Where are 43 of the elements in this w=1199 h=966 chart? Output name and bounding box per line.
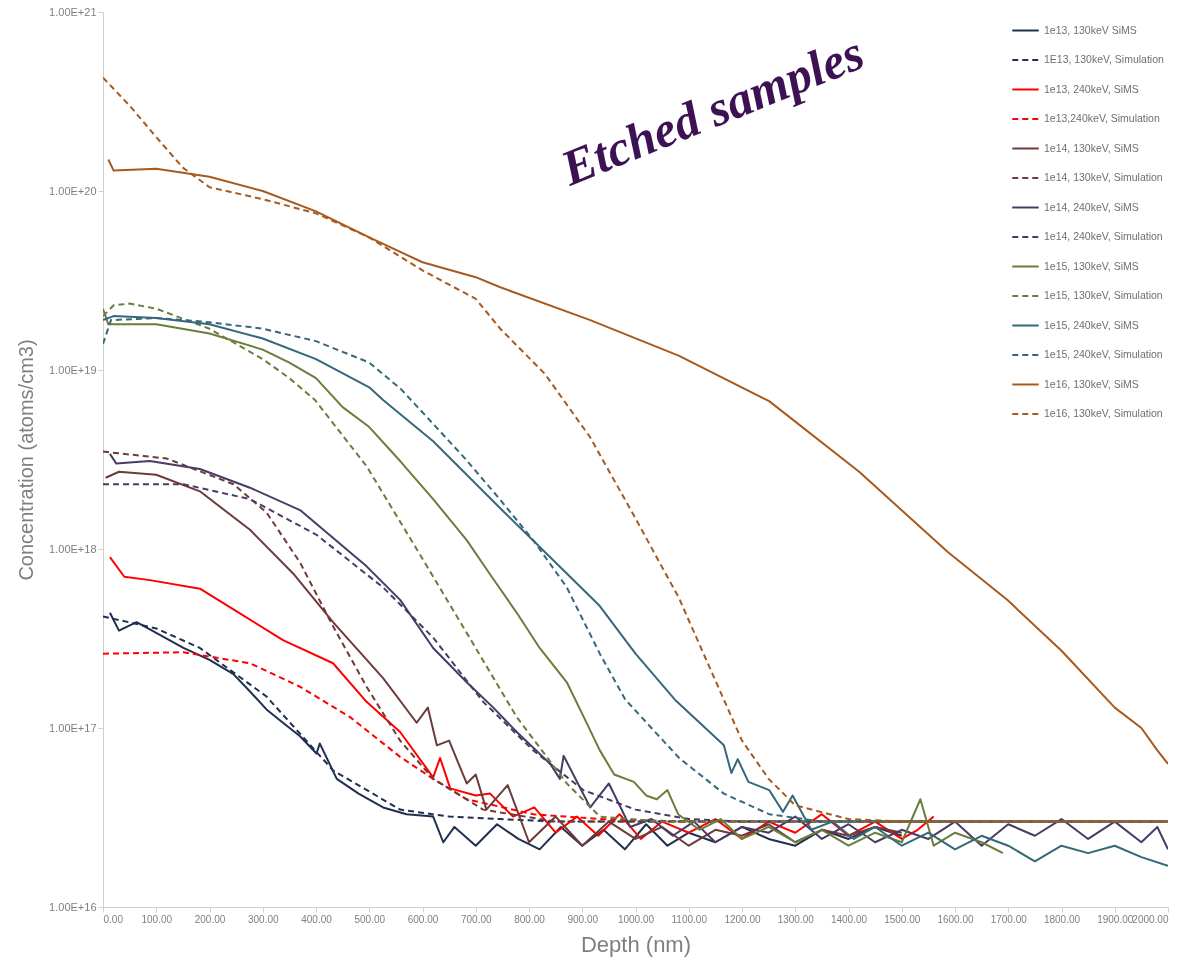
x-tick-label: 500.00 — [354, 913, 386, 925]
y-axis-title: Concentration (atoms/cm3) — [15, 339, 38, 581]
x-tick-label: 1700.00 — [990, 913, 1028, 925]
x-tick-label: 600.00 — [407, 913, 439, 925]
x-tick-label: 800.00 — [514, 913, 546, 925]
x-tick-label: 1800.00 — [1043, 913, 1081, 925]
legend-label: 1e15, 130keV, Simulation — [1044, 289, 1163, 301]
x-tick-label: 700.00 — [460, 913, 492, 925]
y-tick-label: 1.00E+20 — [49, 184, 97, 197]
y-tick-label: 1.00E+21 — [49, 5, 97, 18]
x-tick-label: 1600.00 — [937, 913, 975, 925]
legend-label: 1e14, 130keV, SiMS — [1044, 141, 1139, 154]
x-tick-label: 1500.00 — [884, 913, 921, 925]
x-tick-label: 1100.00 — [671, 913, 708, 925]
legend-label: 1e15, 240keV, SiMS — [1044, 318, 1139, 331]
y-tick-label: 1.00E+19 — [49, 363, 97, 376]
y-tick-label: 1.00E+17 — [49, 721, 97, 734]
legend-label: 1e16, 130keV, Simulation — [1044, 407, 1163, 419]
y-tick-label: 1.00E+18 — [49, 542, 97, 555]
legend-label: 1e14, 130keV, Simulation — [1044, 171, 1163, 183]
legend-label: 1e15, 130keV, SiMS — [1044, 259, 1139, 272]
y-tick-label: 1.00E+16 — [49, 900, 97, 913]
x-tick-label: 1300.00 — [777, 913, 815, 925]
legend-label: 1e13, 130keV SiMS — [1044, 23, 1137, 36]
x-tick-label: 200.00 — [194, 913, 226, 925]
x-tick-label: 0.00 — [103, 913, 124, 925]
x-tick-label: 1400.00 — [830, 913, 868, 925]
legend-label: 1e13,240keV, Simulation — [1044, 112, 1160, 124]
x-tick-label: 2000.00 — [1132, 913, 1169, 925]
legend-label: 1e13, 240keV, SiMS — [1044, 82, 1139, 95]
x-axis-title: Depth (nm) — [580, 931, 692, 957]
x-tick-label: 300.00 — [247, 913, 279, 925]
x-tick-label: 100.00 — [141, 913, 173, 925]
x-tick-label: 1200.00 — [724, 913, 762, 925]
legend-label: 1e16, 130keV, SiMS — [1044, 377, 1139, 390]
x-tick-label: 900.00 — [567, 913, 599, 925]
legend-label: 1E13, 130keV, Simulation — [1044, 53, 1165, 65]
legend-label: 1e14, 240keV, SiMS — [1044, 200, 1139, 213]
x-tick-label: 1000.00 — [617, 913, 655, 925]
x-tick-label: 400.00 — [301, 913, 333, 925]
legend-label: 1e14, 240keV, Simulation — [1044, 230, 1163, 242]
x-tick-label: 1900.00 — [1097, 913, 1134, 925]
legend-label: 1e15, 240keV, Simulation — [1044, 348, 1163, 360]
